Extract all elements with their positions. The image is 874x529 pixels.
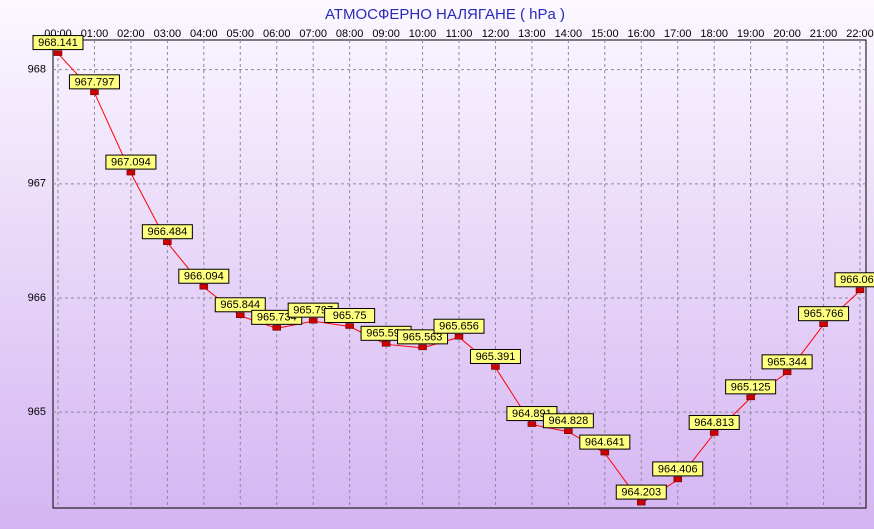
point-marker <box>126 169 136 176</box>
y-tick-label: 966 <box>28 292 46 304</box>
value-label: 964.641 <box>585 437 625 449</box>
x-tick-label: 05:00 <box>227 28 255 40</box>
x-tick-label: 09:00 <box>372 28 400 40</box>
value-label: 965.391 <box>476 351 516 363</box>
value-label: 965.656 <box>439 321 479 333</box>
value-label-box <box>688 414 740 430</box>
point-marker <box>491 364 500 370</box>
value-label: 965.594 <box>366 328 406 340</box>
x-tick-label: 18:00 <box>700 28 728 40</box>
x-tick-label: 21:00 <box>810 28 838 40</box>
x-tick-label: 10:00 <box>409 28 437 40</box>
value-label: 964.828 <box>548 415 588 427</box>
point-marker <box>527 421 537 427</box>
x-tick-label: 04:00 <box>190 28 218 40</box>
value-label-box <box>214 297 266 313</box>
x-tick-label: 11:00 <box>446 28 473 40</box>
x-tick-label: 12:00 <box>482 28 510 40</box>
x-tick-label: 08:00 <box>336 28 364 40</box>
point-marker <box>345 323 354 329</box>
value-label: 965.844 <box>220 299 260 311</box>
value-label-box <box>615 484 667 500</box>
value-label: 964.891 <box>512 408 552 420</box>
point-marker <box>819 321 828 327</box>
y-tick-label: 967 <box>28 178 46 190</box>
point-marker <box>746 394 755 401</box>
value-label: 967.094 <box>111 157 151 169</box>
x-tick-label: 03:00 <box>154 28 182 40</box>
value-label-box <box>761 354 813 370</box>
point-marker <box>53 50 63 56</box>
x-tick-label: 15:00 <box>591 28 619 40</box>
value-label-box <box>834 272 874 288</box>
value-label-box <box>798 306 850 322</box>
point-marker <box>308 317 318 324</box>
point-marker <box>381 341 391 347</box>
point-marker <box>163 239 172 245</box>
value-label: 968.141 <box>38 37 78 49</box>
point-marker <box>564 428 573 435</box>
point-marker <box>673 476 682 483</box>
value-label-box <box>725 379 777 395</box>
x-tick-label: 22:00 <box>846 28 874 40</box>
point-marker <box>454 333 464 340</box>
x-tick-label: 17:00 <box>664 28 692 40</box>
value-label-box <box>579 434 631 450</box>
value-label-box <box>433 318 485 334</box>
value-label-box <box>32 35 84 51</box>
x-tick-label: 01:00 <box>81 28 109 40</box>
value-label: 966.484 <box>147 226 187 238</box>
value-label: 965.797 <box>293 305 333 317</box>
value-label-box <box>178 268 230 284</box>
value-label: 965.734 <box>257 312 297 324</box>
x-tick-label: 06:00 <box>263 28 291 40</box>
x-tick-label: 07:00 <box>299 28 327 40</box>
value-label: 965.125 <box>731 381 771 393</box>
value-label-box <box>324 308 376 324</box>
value-label: 964.406 <box>658 463 698 475</box>
value-label-box <box>68 74 120 90</box>
x-tick-label: 13:00 <box>518 28 546 40</box>
chart-title: АТМОСФЕРНО НАЛЯГАНЕ ( hPa ) <box>325 6 565 23</box>
y-tick-label: 965 <box>28 406 46 418</box>
value-label: 964.813 <box>694 417 734 429</box>
y-tick-label: 968 <box>28 64 46 76</box>
value-label-box <box>105 154 157 170</box>
point-marker <box>418 344 427 351</box>
value-label-box <box>469 348 521 364</box>
value-label-box <box>542 413 594 429</box>
value-label: 965.75 <box>333 310 367 322</box>
value-label: 964.203 <box>621 486 661 498</box>
x-tick-label: 20:00 <box>773 28 801 40</box>
value-label: 965.344 <box>767 356 807 368</box>
x-tick-label: 02:00 <box>117 28 145 40</box>
x-tick-label: 16:00 <box>628 28 656 40</box>
point-marker <box>782 369 792 376</box>
value-label: 966.063 <box>840 274 874 286</box>
point-marker <box>855 287 865 294</box>
x-tick-label: 14:00 <box>555 28 583 40</box>
value-label: 967.797 <box>75 76 115 88</box>
point-marker <box>709 430 719 436</box>
value-label: 966.094 <box>184 271 224 283</box>
value-label-box <box>652 461 704 477</box>
value-label-box <box>141 224 193 240</box>
point-marker <box>637 499 646 506</box>
value-label: 965.766 <box>804 308 844 320</box>
value-label: 965.563 <box>403 331 443 343</box>
x-tick-label: 19:00 <box>737 28 765 40</box>
point-marker <box>272 325 281 331</box>
point-marker <box>199 283 209 290</box>
point-marker <box>600 449 610 456</box>
point-marker <box>236 312 245 319</box>
point-marker <box>90 89 99 96</box>
